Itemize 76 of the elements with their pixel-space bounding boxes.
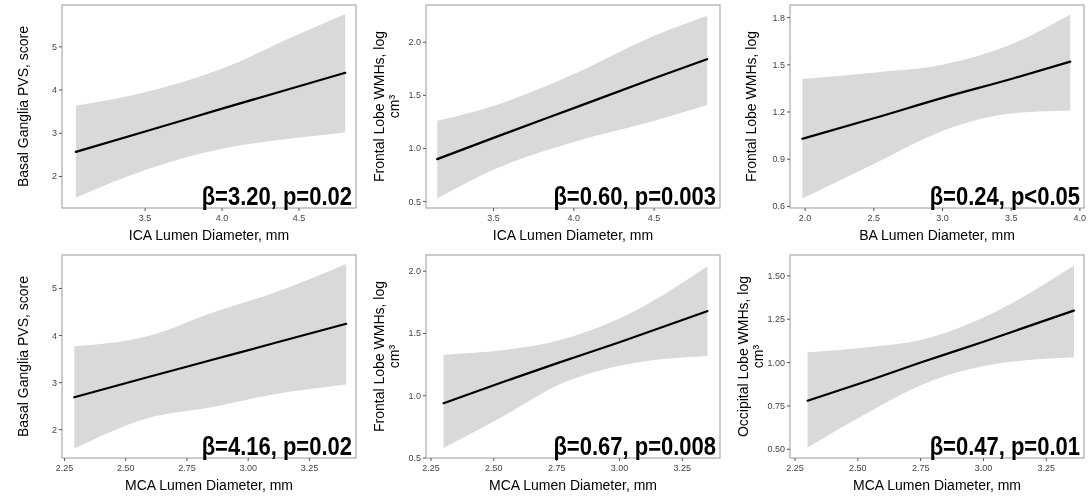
x-tick-label: 3.00 xyxy=(239,463,257,473)
y-tick-label: 4 xyxy=(51,330,57,341)
line-series xyxy=(73,322,348,399)
x-axis-title: MCA Lumen Diameter, mm xyxy=(488,477,658,493)
y-tick-label: 1.5 xyxy=(772,59,785,70)
y-axis-title: Frontal Lobe WMHs, log cm³ xyxy=(371,31,402,182)
y-tick-label: 2 xyxy=(51,171,57,182)
y-axis-title: Frontal Lobe WMHs, log xyxy=(743,31,759,182)
x-axis-title: MCA Lumen Diameter, mm xyxy=(124,477,294,493)
annotation: β=3.20, p=0.02 xyxy=(201,182,352,211)
y-tick-label: 0.75 xyxy=(767,400,785,411)
x-tick-label: 2.50 xyxy=(116,463,135,473)
x-tick-label: 3.00 xyxy=(610,463,629,473)
x-tick-label: 4.0 xyxy=(1073,213,1087,223)
x-tick-label: 3.0 xyxy=(936,213,949,223)
y-tick-label: 5 xyxy=(51,41,57,52)
y-axis-title: Basal Ganglia PVS, score xyxy=(15,275,31,438)
y-tick-label: 1.2 xyxy=(772,107,785,118)
x-tick-label: 3.5 xyxy=(1004,213,1018,223)
y-tick-label: 4 xyxy=(51,85,57,96)
line-series xyxy=(806,309,1076,402)
y-tick-label: 2.0 xyxy=(408,266,421,277)
line-series xyxy=(801,60,1072,140)
y-tick-label: 1.8 xyxy=(772,12,785,23)
y-tick-label: 1.25 xyxy=(767,314,785,325)
y-tick-label: 5 xyxy=(51,283,57,294)
y-tick-label: 1.50 xyxy=(767,270,785,281)
y-tick-label: 3 xyxy=(51,128,57,139)
line-series xyxy=(436,58,709,161)
x-tick-label: 2.25 xyxy=(786,463,804,473)
x-tick-label: 2.5 xyxy=(867,213,881,223)
x-tick-label: 4.0 xyxy=(215,213,229,223)
y-tick-label: 0.5 xyxy=(408,453,421,463)
x-axis-title: BA Lumen Diameter, mm xyxy=(859,227,1015,243)
y-tick-label: 2 xyxy=(51,424,57,435)
y-tick-label: 2.0 xyxy=(408,37,421,48)
x-tick-label: 4.5 xyxy=(647,213,661,223)
x-tick-label: 4.0 xyxy=(567,213,581,223)
y-tick-label: 0.5 xyxy=(408,196,421,207)
y-tick-label: 1.00 xyxy=(767,357,785,368)
annotation: β=0.24, p<0.05 xyxy=(929,182,1080,211)
y-tick-label: 0.50 xyxy=(767,444,785,455)
y-axis-title: Basal Ganglia PVS, score xyxy=(15,25,31,188)
x-tick-label: 2.0 xyxy=(798,213,812,223)
x-tick-label: 3.5 xyxy=(487,213,500,223)
x-tick-label: 2.25 xyxy=(55,463,74,473)
y-axis-title: Frontal Lobe WMHs, log cm³ xyxy=(371,281,402,432)
y-tick-label: 1.0 xyxy=(408,143,421,154)
annotation: β=0.60, p=0.003 xyxy=(553,182,716,211)
x-tick-label: 2.50 xyxy=(485,463,503,473)
x-axis-title: ICA Lumen Diameter, mm xyxy=(492,227,654,243)
x-tick-label: 3.5 xyxy=(138,213,152,223)
x-tick-label: 3.25 xyxy=(673,463,692,473)
x-tick-label: 2.75 xyxy=(178,463,196,473)
y-tick-label: 1.0 xyxy=(408,390,421,401)
x-tick-label: 3.25 xyxy=(300,463,319,473)
x-tick-label: 2.75 xyxy=(547,463,566,473)
y-tick-label: 1.5 xyxy=(408,90,421,101)
x-tick-label: 4.5 xyxy=(292,213,306,223)
line-series xyxy=(74,71,347,153)
x-tick-label: 2.50 xyxy=(849,463,867,473)
x-tick-label: 2.25 xyxy=(422,463,440,473)
x-tick-label: 3.25 xyxy=(1037,463,1056,473)
x-axis-title: MCA Lumen Diameter, mm xyxy=(852,477,1022,493)
y-tick-label: 0.9 xyxy=(772,154,785,165)
annotation: β=0.67, p=0.008 xyxy=(553,432,716,461)
x-tick-label: 2.75 xyxy=(911,463,930,473)
line-series xyxy=(442,309,709,405)
y-tick-label: 1.5 xyxy=(408,328,421,339)
y-tick-label: 3 xyxy=(51,377,57,388)
y-axis-title: Occipital Lobe WMHs, log cm³ xyxy=(735,275,766,438)
x-axis-title: ICA Lumen Diameter, mm xyxy=(128,227,290,243)
annotation: β=4.16, p=0.02 xyxy=(201,432,352,461)
x-tick-label: 3.00 xyxy=(974,463,993,473)
y-tick-label: 0.6 xyxy=(772,201,785,212)
annotation: β=0.47, p=0.01 xyxy=(929,432,1080,461)
